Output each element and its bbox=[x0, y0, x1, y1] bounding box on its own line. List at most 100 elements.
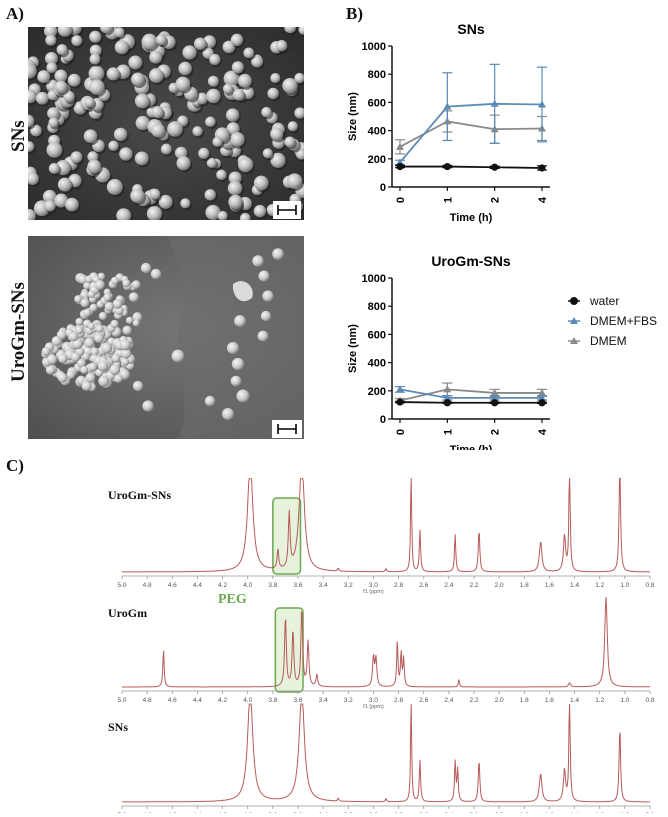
nanosphere bbox=[88, 65, 105, 82]
nanosphere bbox=[57, 27, 73, 37]
sem-top-label: SNs bbox=[8, 120, 29, 152]
nmr-tick-label: 2.2 bbox=[469, 582, 478, 589]
nmr-tick-label: 2.8 bbox=[394, 582, 403, 589]
nanosphere bbox=[98, 311, 108, 321]
nanosphere bbox=[103, 293, 112, 302]
nanosphere bbox=[83, 129, 98, 143]
nmr-name-urogm-sns: UroGm-SNs bbox=[108, 488, 172, 502]
nanosphere bbox=[132, 319, 140, 327]
nanosphere bbox=[178, 61, 192, 76]
nanosphere bbox=[270, 152, 286, 168]
nmr-tick-label: 2.6 bbox=[419, 697, 428, 704]
nanosphere bbox=[205, 204, 221, 220]
nanosphere bbox=[282, 77, 298, 94]
nanosphere bbox=[74, 295, 83, 304]
nanosphere bbox=[28, 63, 37, 79]
nanosphere bbox=[298, 27, 304, 35]
nanosphere bbox=[45, 364, 56, 375]
nmr-tick-label: 3.2 bbox=[344, 582, 353, 589]
nanosphere bbox=[106, 178, 123, 195]
nanosphere bbox=[58, 353, 68, 364]
nanosphere bbox=[83, 282, 91, 290]
y-tick-label: 800 bbox=[368, 301, 386, 313]
nanosphere bbox=[134, 151, 149, 166]
nanosphere bbox=[122, 325, 132, 335]
data-point bbox=[538, 164, 546, 172]
y-tick-label: 400 bbox=[368, 126, 386, 138]
y-tick-label: 0 bbox=[380, 182, 386, 194]
nmr-tick-label: 4.6 bbox=[168, 812, 177, 813]
nanosphere bbox=[151, 105, 164, 119]
sem-bottom-label: UroGm-SNs bbox=[8, 282, 29, 382]
nmr-tick-label: 2.6 bbox=[419, 582, 428, 589]
nanosphere bbox=[110, 319, 119, 329]
nanosphere bbox=[47, 107, 60, 120]
nanosphere bbox=[158, 194, 173, 209]
data-point bbox=[396, 162, 404, 171]
nanosphere bbox=[57, 177, 72, 192]
x-axis-label: Time (h) bbox=[450, 444, 493, 450]
data-point bbox=[396, 385, 404, 393]
nmr-tick-label: 1.8 bbox=[520, 812, 529, 813]
nanosphere bbox=[198, 147, 210, 159]
nmr-tick-label: 2.2 bbox=[469, 812, 478, 813]
nanosphere bbox=[119, 147, 133, 161]
x-tick-label: 4 bbox=[537, 428, 549, 435]
nanosphere bbox=[87, 322, 95, 330]
nanosphere bbox=[260, 310, 272, 322]
nanosphere bbox=[87, 151, 99, 163]
nanosphere bbox=[108, 140, 119, 151]
nanosphere bbox=[122, 279, 131, 288]
nanosphere bbox=[222, 83, 234, 94]
nanosphere bbox=[151, 123, 166, 138]
nanosphere bbox=[28, 114, 35, 128]
nanosphere bbox=[230, 33, 244, 47]
nanosphere bbox=[206, 157, 217, 169]
chart-sns: SNs 0 200 400 600 800 1000 0 1 2 4 Time (h) Size (nm… bbox=[347, 21, 550, 224]
nanosphere bbox=[270, 127, 284, 141]
nmr-tick-label: 3.8 bbox=[268, 582, 277, 589]
nanosphere bbox=[28, 89, 37, 104]
nanosphere bbox=[148, 68, 164, 83]
nmr-tick-label: 2.0 bbox=[495, 812, 504, 813]
nmr-tick-label: 4.8 bbox=[143, 582, 152, 589]
y-tick-label: 600 bbox=[368, 329, 386, 341]
nanosphere bbox=[223, 70, 240, 87]
chart-title: UroGm-SNs bbox=[431, 253, 511, 269]
scale-bar bbox=[272, 420, 302, 438]
nanosphere bbox=[44, 200, 56, 212]
panel-label-c: C) bbox=[6, 456, 24, 475]
nanosphere bbox=[56, 44, 68, 56]
nmr-trace bbox=[122, 596, 650, 688]
nanosphere bbox=[182, 45, 197, 60]
nanosphere bbox=[243, 47, 255, 59]
nanosphere bbox=[253, 175, 269, 191]
nanosphere bbox=[228, 194, 243, 210]
nmr-tick-label: 3.0 bbox=[369, 812, 378, 813]
nanosphere bbox=[284, 27, 297, 34]
nmr-tick-label: 2.4 bbox=[444, 812, 453, 813]
data-point bbox=[396, 398, 404, 406]
nanosphere bbox=[222, 408, 234, 420]
nanosphere bbox=[37, 70, 51, 84]
nanosphere bbox=[45, 52, 58, 65]
nanosphere bbox=[226, 122, 240, 136]
nanosphere bbox=[276, 40, 288, 52]
data-point bbox=[443, 399, 451, 407]
y-tick-label: 1000 bbox=[362, 273, 386, 285]
data-point bbox=[490, 388, 499, 396]
nanosphere bbox=[132, 312, 143, 322]
nmr-tick-label: 0.8 bbox=[645, 697, 654, 704]
x-tick-label: 4 bbox=[537, 196, 549, 203]
nanosphere bbox=[95, 324, 104, 333]
nanosphere bbox=[204, 189, 216, 201]
nmr-tick-label: 4.2 bbox=[218, 582, 227, 589]
nmr-tick-label: 4.0 bbox=[243, 582, 252, 589]
data-point bbox=[491, 399, 499, 407]
series-line bbox=[399, 401, 542, 404]
nmr-tick-label: 2.6 bbox=[419, 812, 428, 813]
nanosphere bbox=[87, 290, 96, 299]
data-point bbox=[538, 388, 546, 396]
nmr-tick-label: 2.8 bbox=[394, 812, 403, 813]
